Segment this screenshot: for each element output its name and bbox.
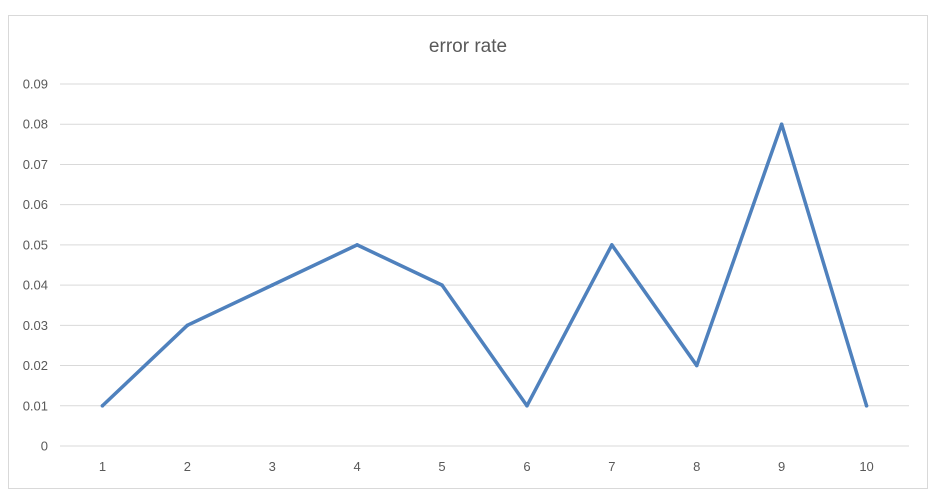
data-point [270, 283, 274, 287]
y-tick-label: 0.04 [23, 278, 48, 293]
x-tick-label: 7 [608, 459, 615, 474]
y-tick-label: 0.08 [23, 117, 48, 132]
chart-frame [8, 15, 928, 489]
y-tick-label: 0.02 [23, 358, 48, 373]
y-tick-label: 0.01 [23, 398, 48, 413]
x-tick-label: 8 [693, 459, 700, 474]
y-tick-label: 0.05 [23, 237, 48, 252]
data-point [355, 243, 359, 247]
data-point [610, 243, 614, 247]
y-tick-label: 0 [41, 439, 48, 454]
x-tick-label: 10 [859, 459, 873, 474]
x-tick-label: 6 [523, 459, 530, 474]
x-tick-label: 9 [778, 459, 785, 474]
data-point [695, 363, 699, 368]
series-line [100, 122, 869, 408]
x-tick-label: 2 [184, 459, 191, 474]
y-tick-label: 0.03 [23, 318, 48, 333]
y-tick-label: 0.07 [23, 157, 48, 172]
series-layer [100, 122, 869, 408]
x-axis-ticks: 1 2 3 4 5 6 7 8 9 10 [99, 459, 874, 474]
data-point [100, 404, 105, 408]
chart-title: error rate [429, 36, 507, 57]
y-tick-label: 0.06 [23, 197, 48, 212]
data-point [185, 323, 190, 328]
x-tick-label: 5 [438, 459, 445, 474]
y-axis-ticks: 0 0.01 0.02 0.03 0.04 0.05 0.06 0.07 0.08 0.09 [23, 77, 48, 454]
x-tick-label: 1 [99, 459, 106, 474]
data-point [864, 404, 869, 408]
data-point [525, 404, 529, 408]
x-tick-label: 4 [354, 459, 361, 474]
data-point [779, 122, 784, 126]
data-point [440, 283, 444, 287]
x-tick-label: 3 [269, 459, 276, 474]
gridlines [60, 83, 909, 447]
y-tick-label: 0.09 [23, 77, 48, 92]
